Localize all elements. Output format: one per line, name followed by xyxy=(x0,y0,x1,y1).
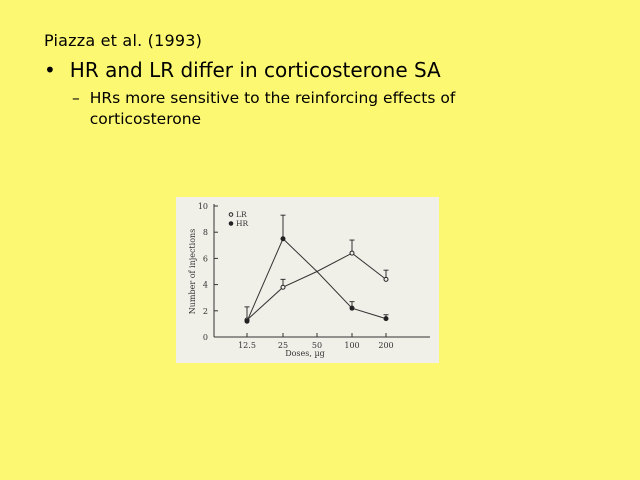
series-line-lr xyxy=(246,252,387,321)
y-tick-label: 8 xyxy=(203,228,208,237)
legend-marker-hr xyxy=(228,221,234,226)
sub-bullet-marker: – xyxy=(72,89,80,107)
bullet-marker: • xyxy=(44,58,56,82)
data-point-hr xyxy=(280,236,286,242)
x-tick-label: 50 xyxy=(312,341,322,350)
citation: Piazza et al. (1993) xyxy=(44,31,203,50)
y-axis-label: Number of injections xyxy=(188,229,197,315)
data-point-lr xyxy=(383,276,389,282)
chart-figure: 0 2 4 6 8 10 12.5 25 50 100 200 Doses, µg Number of … xyxy=(176,197,439,363)
sub-bullet-text: HRs more sensitive to the reinforcing ef… xyxy=(89,89,456,128)
y-tick-label: 4 xyxy=(203,281,208,290)
y-tick-label: 2 xyxy=(203,307,208,316)
y-tick-label: 6 xyxy=(203,254,208,263)
legend-label-lr: LR xyxy=(236,210,247,219)
legend-marker-lr xyxy=(228,212,234,217)
x-axis-label: Doses, µg xyxy=(285,349,325,358)
y-tick-label: 0 xyxy=(203,333,208,342)
sub-bullet: – HRs more sensitive to the reinforcing … xyxy=(72,88,520,130)
y-tick-label: 10 xyxy=(198,202,208,211)
x-tick-label: 12.5 xyxy=(238,341,256,350)
x-tick-label: 200 xyxy=(378,341,393,350)
data-point-hr xyxy=(244,318,250,324)
x-tick-label: 100 xyxy=(344,341,359,350)
data-point-hr xyxy=(383,316,389,322)
data-point-hr xyxy=(349,305,355,311)
data-point-lr xyxy=(349,250,355,256)
line-chart: 0 2 4 6 8 10 12.5 25 50 100 200 Doses, µg Number of … xyxy=(188,202,430,358)
x-tick-label: 25 xyxy=(278,341,288,350)
series-line-hr xyxy=(246,237,387,322)
main-bullet: • HR and LR differ in corticosterone SA xyxy=(44,58,441,82)
data-point-lr xyxy=(280,284,286,290)
legend-label-hr: HR xyxy=(236,219,249,228)
bullet-text: HR and LR differ in corticosterone SA xyxy=(69,58,441,82)
